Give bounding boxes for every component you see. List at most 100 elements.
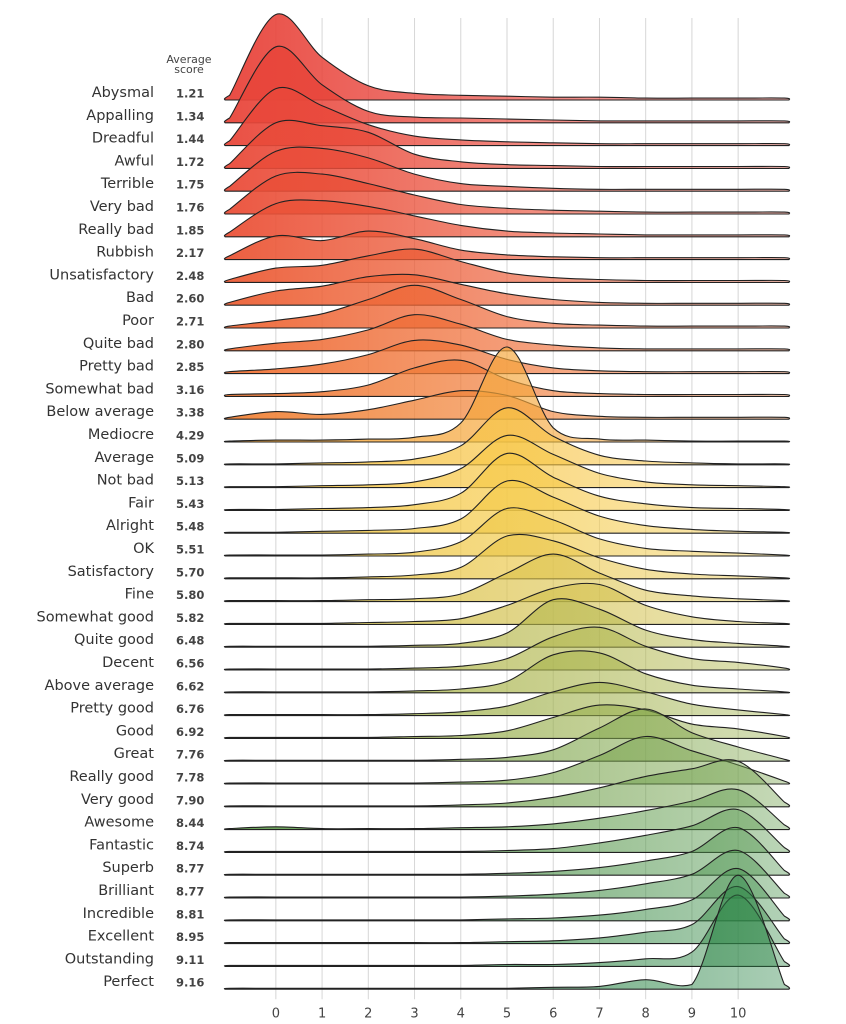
ridge: [223, 479, 791, 534]
series-label: Alright: [106, 518, 154, 534]
average-score: 8.81: [176, 907, 204, 921]
average-score: 1.85: [176, 223, 204, 237]
average-score: 9.16: [176, 976, 204, 990]
ridge: [223, 788, 791, 831]
average-score: 3.38: [176, 406, 204, 420]
series-label: Satisfactory: [68, 564, 155, 580]
series-label: Quite good: [74, 632, 154, 648]
ridge: [223, 582, 791, 625]
average-score: 2.48: [176, 269, 204, 283]
average-score: 6.56: [176, 657, 204, 671]
ridge: [223, 533, 791, 580]
average-score: 1.21: [176, 87, 204, 101]
average-score: 6.76: [176, 702, 204, 716]
ridge: [223, 314, 791, 352]
series-label: Really bad: [78, 222, 154, 238]
x-tick-label: 4: [457, 1007, 465, 1022]
x-tick-label: 5: [503, 1007, 511, 1022]
ridge: [223, 553, 791, 603]
average-score: 1.72: [176, 155, 204, 169]
series-label: Decent: [102, 655, 154, 671]
series-label: Good: [116, 723, 154, 739]
series-label: Abysmal: [92, 85, 154, 101]
series-label: Appalling: [86, 108, 154, 124]
series-label: Very good: [81, 792, 154, 808]
series-label: Dreadful: [92, 131, 154, 147]
ridge: [223, 650, 791, 694]
average-score: 9.11: [176, 953, 204, 967]
average-score: 8.77: [176, 885, 204, 899]
series-label: Mediocre: [88, 427, 154, 443]
series-label: Pretty good: [70, 701, 154, 717]
series-label: Not bad: [97, 473, 154, 489]
average-score: 5.80: [176, 588, 204, 602]
ridge: [223, 248, 791, 283]
average-score: 7.78: [176, 771, 204, 785]
series-label: Brilliant: [98, 883, 154, 899]
x-tick-label: 9: [688, 1007, 696, 1022]
series-label: Below average: [46, 404, 154, 420]
series-label: Unsatisfactory: [49, 267, 154, 283]
ridge: [223, 199, 791, 238]
series-label: Incredible: [83, 906, 154, 922]
ridge: [223, 759, 791, 808]
average-score: 7.76: [176, 748, 204, 762]
average-score: 2.60: [176, 292, 204, 306]
ridge: [223, 273, 791, 306]
average-score: 5.70: [176, 565, 204, 579]
series-label: Fair: [128, 495, 154, 511]
x-tick-label: 7: [595, 1007, 603, 1022]
average-score: 3.16: [176, 383, 204, 397]
ridge: [223, 681, 791, 717]
average-score: 5.09: [176, 451, 204, 465]
average-score: 8.95: [176, 930, 204, 944]
ridge: [223, 626, 791, 671]
average-score: 7.90: [176, 793, 204, 807]
ridge: [223, 171, 791, 215]
average-score: 8.74: [176, 839, 204, 853]
series-label: Somewhat bad: [45, 381, 154, 397]
series-label: Outstanding: [65, 951, 154, 967]
series-label: Excellent: [88, 929, 155, 945]
average-score: 6.62: [176, 679, 204, 693]
series-label: Perfect: [103, 974, 154, 990]
x-tick-label: 0: [272, 1007, 280, 1022]
average-score: 1.34: [176, 109, 204, 123]
x-tick-label: 10: [730, 1007, 747, 1022]
ridge: [223, 346, 791, 443]
average-score: 4.29: [176, 429, 204, 443]
average-score: 5.48: [176, 520, 204, 534]
series-label: Fantastic: [89, 837, 154, 853]
series-label: Rubbish: [96, 245, 154, 261]
ridge: [223, 146, 791, 192]
ridge: [223, 119, 791, 169]
series-label: Really good: [69, 769, 154, 785]
series-label: Awesome: [84, 815, 154, 831]
average-score-header: Average score: [166, 53, 212, 76]
x-tick-label: 2: [364, 1007, 372, 1022]
ridge: [223, 507, 791, 557]
ridge: [223, 849, 791, 899]
average-score: 2.17: [176, 246, 204, 260]
series-label: Poor: [122, 313, 154, 329]
series-label: Terrible: [100, 176, 154, 192]
ridge: [223, 874, 791, 990]
series-label: Pretty bad: [79, 359, 154, 375]
series-label: Bad: [126, 290, 154, 306]
series-label: Quite bad: [83, 336, 154, 352]
series-label: Very bad: [90, 199, 154, 215]
average-score: 1.44: [176, 132, 204, 146]
series-label: OK: [133, 541, 154, 557]
ridge: [223, 230, 791, 261]
series-label: Awful: [114, 153, 154, 169]
average-score: 1.75: [176, 178, 204, 192]
average-score: 8.77: [176, 862, 204, 876]
series-label: Above average: [45, 678, 155, 694]
x-tick-label: 6: [549, 1007, 557, 1022]
average-score: 5.13: [176, 474, 204, 488]
ridge: [223, 808, 791, 853]
average-score: 5.51: [176, 543, 204, 557]
series-label: Superb: [102, 860, 154, 876]
series-label: Great: [114, 746, 155, 762]
